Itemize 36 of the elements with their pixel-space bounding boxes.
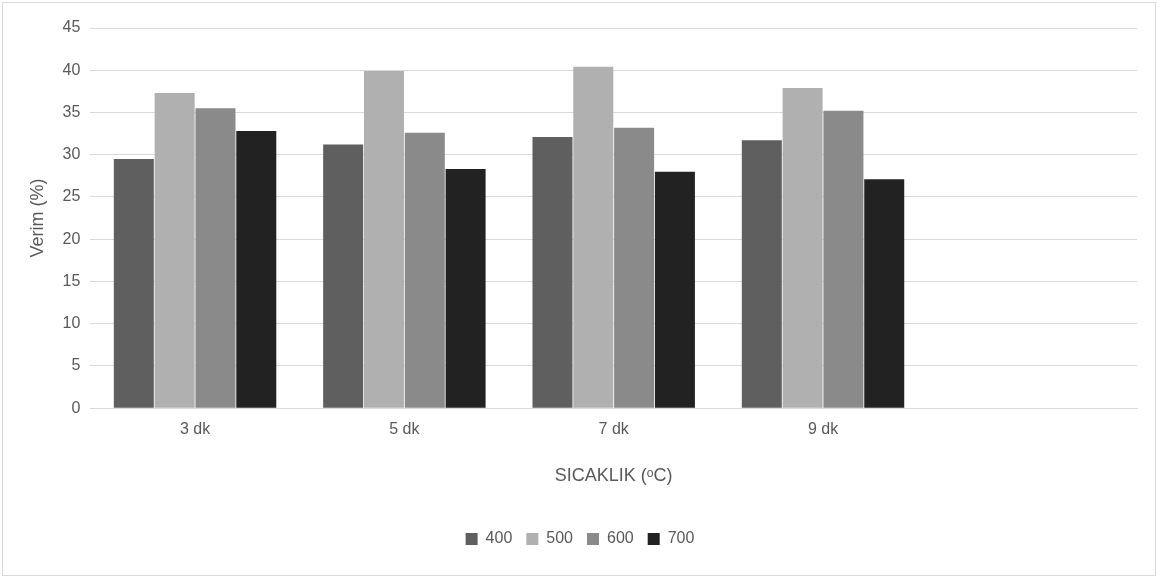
bar: [782, 87, 823, 408]
bar: [236, 131, 277, 408]
y-tick-label: 45: [62, 18, 81, 36]
x-tick-label: 7 dk: [598, 420, 630, 438]
y-tick-label: 10: [62, 314, 81, 332]
y-tick-label: 40: [62, 60, 81, 78]
x-tick-label: 3 dk: [179, 420, 212, 438]
bar: [445, 169, 486, 408]
bar: [823, 110, 864, 408]
bar: [154, 93, 195, 408]
legend-label: 700: [667, 529, 695, 547]
bar: [363, 71, 404, 408]
y-tick-label: 20: [62, 229, 81, 247]
y-tick-label: 0: [71, 398, 81, 416]
bar: [614, 127, 655, 408]
x-axis-title: SICAKLIK (ᵒC): [554, 465, 673, 486]
bar: [532, 136, 573, 408]
bar: [195, 108, 236, 408]
bar: [573, 66, 614, 408]
bar: [654, 171, 695, 408]
bar: [404, 132, 445, 408]
y-tick-label: 35: [62, 102, 81, 120]
x-tick-label: 5 dk: [389, 420, 421, 438]
y-axis-title: Verim (%): [26, 178, 47, 258]
bar: [741, 140, 782, 408]
y-tick-label: 5: [71, 356, 81, 374]
y-tick-label: 15: [62, 271, 81, 289]
bar: [113, 158, 154, 408]
legend-label: 600: [607, 529, 634, 547]
legend-label: 500: [546, 529, 574, 547]
y-tick-label: 30: [62, 145, 81, 163]
bar: [864, 179, 905, 408]
x-tick-label: 9 dk: [807, 420, 840, 438]
bar: [323, 144, 364, 408]
y-tick-label: 25: [62, 187, 81, 205]
legend-label: 400: [485, 529, 513, 547]
